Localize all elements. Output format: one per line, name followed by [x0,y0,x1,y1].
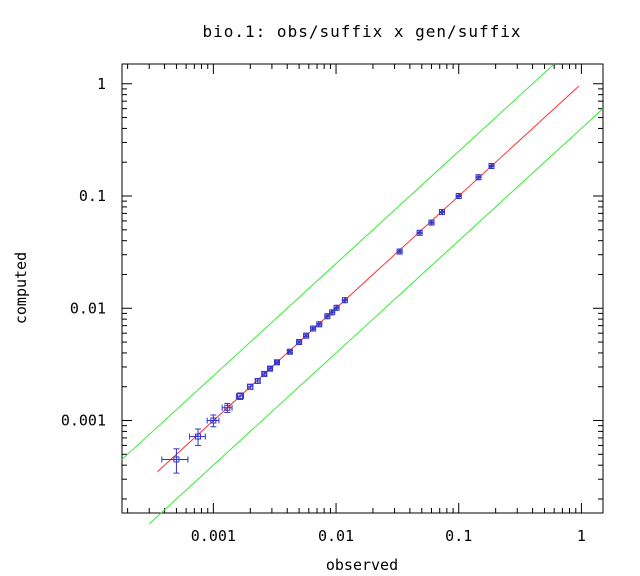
x-tick-label: 0.001 [191,527,236,545]
fit-line [157,85,580,473]
data-point [324,313,331,320]
point-marker [224,404,231,411]
point-marker [267,365,274,372]
upper-bound-line [121,63,555,460]
point-marker [438,209,445,216]
data-point [296,339,303,346]
data-point [475,174,482,181]
data-point [254,377,261,384]
y-tick-label: 1 [97,75,106,93]
data-point [286,348,293,355]
point-marker [237,393,244,400]
x-axis-label: observed [326,556,398,574]
point-marker [261,370,268,377]
x-tick-label: 0.1 [445,527,472,545]
data-point [267,365,274,372]
lower-bound-line [148,108,604,525]
x-tick-label: 1 [577,527,586,545]
point-marker [333,304,340,311]
reference-lines [121,63,604,525]
y-tick-label: 0.1 [79,187,106,205]
data-point [161,448,189,474]
data-point [221,402,233,413]
point-marker [195,433,202,440]
data-point [235,392,244,400]
data-point [206,414,220,428]
point-marker [173,456,180,463]
point-marker [296,339,303,346]
point-marker [455,193,462,200]
data-point [329,309,336,316]
point-marker [324,313,331,320]
data-point [438,209,445,216]
data-point [341,297,348,304]
data-point [396,248,403,255]
point-marker [310,325,317,332]
y-axis-label: computed [12,252,30,324]
y-tick-label: 0.001 [61,412,106,430]
chart-title: bio.1: obs/suffix x gen/suffix [203,22,522,41]
point-marker [286,348,293,355]
point-marker [303,332,310,339]
point-marker [329,309,336,316]
point-marker [316,321,323,328]
data-point [455,193,462,200]
point-marker [341,297,348,304]
point-marker [396,248,403,255]
point-marker [428,219,435,226]
data-points [161,163,495,474]
axis-ticks: 0.001 0.01 0.1 1 0.001 0.01 0.1 1 [61,64,603,545]
data-point [416,229,423,236]
data-point [303,332,310,339]
data-point [273,359,280,366]
data-point [261,370,268,377]
data-point [333,304,340,311]
data-point [247,383,254,390]
data-point [488,163,495,170]
point-marker [254,377,261,384]
point-marker [247,383,254,390]
data-point [316,321,323,328]
point-marker [488,163,495,170]
point-marker [416,229,423,236]
y-tick-label: 0.01 [70,299,106,317]
data-point [310,325,317,332]
point-marker [210,417,217,424]
data-point [189,428,206,446]
plot-frame [121,63,604,514]
point-marker [273,359,280,366]
x-tick-label: 0.01 [318,527,354,545]
point-marker [475,174,482,181]
data-point [428,219,435,226]
